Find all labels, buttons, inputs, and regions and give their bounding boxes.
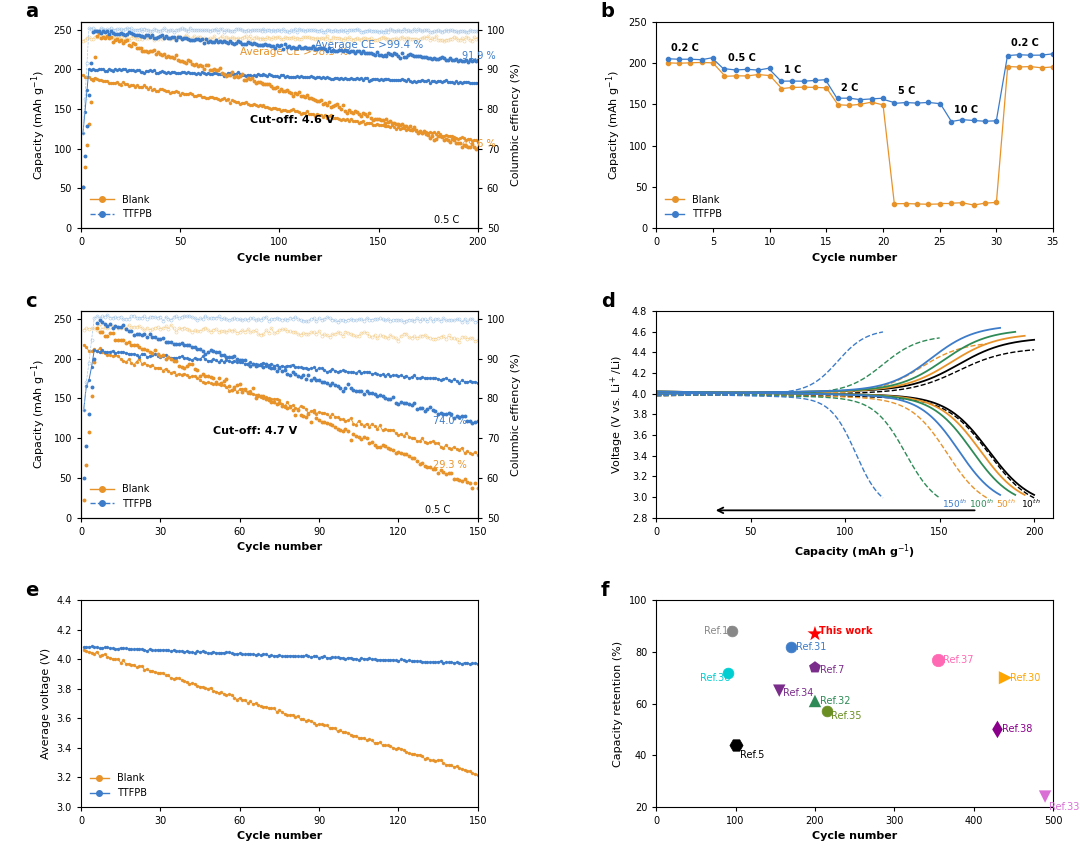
Legend: Blank, TTFPB: Blank, TTFPB [86, 191, 156, 224]
Y-axis label: Capacity (mAh g$^{-1}$): Capacity (mAh g$^{-1}$) [29, 70, 48, 180]
X-axis label: Cycle number: Cycle number [812, 831, 897, 841]
Legend: Blank, TTFPB: Blank, TTFPB [661, 191, 726, 224]
Y-axis label: Average voltage (V): Average voltage (V) [41, 648, 51, 759]
Text: Cut-off: 4.6 V: Cut-off: 4.6 V [249, 116, 334, 125]
Point [807, 694, 824, 708]
Text: 5 C: 5 C [897, 86, 915, 97]
Text: e: e [26, 581, 39, 600]
Text: d: d [600, 292, 615, 311]
Point [723, 624, 740, 638]
Y-axis label: Columbic effiency (%): Columbic effiency (%) [511, 63, 521, 186]
Text: 150$^{th}$: 150$^{th}$ [942, 497, 968, 510]
Text: Ref.38: Ref.38 [1002, 724, 1032, 734]
Y-axis label: Capacity retention (%): Capacity retention (%) [613, 640, 623, 766]
Y-axis label: Capacity (mAh g$^{-1}$): Capacity (mAh g$^{-1}$) [29, 359, 48, 469]
Text: Ref.36: Ref.36 [700, 673, 730, 683]
X-axis label: Cycle number: Cycle number [237, 542, 322, 552]
Point [719, 665, 737, 679]
Y-axis label: Columbic effiency (%): Columbic effiency (%) [511, 353, 521, 476]
Text: Ref.35: Ref.35 [831, 711, 862, 721]
Point [807, 627, 824, 640]
Text: 0.5 C: 0.5 C [424, 505, 450, 515]
X-axis label: Cycle number: Cycle number [237, 253, 322, 263]
Text: 0.5 C: 0.5 C [728, 54, 756, 63]
Text: Ref.37: Ref.37 [943, 655, 973, 665]
Text: Ref.33: Ref.33 [1049, 802, 1079, 812]
Text: This work: This work [819, 627, 873, 636]
Y-axis label: Capacity (mAh g$^{-1}$): Capacity (mAh g$^{-1}$) [605, 70, 623, 180]
Point [997, 671, 1014, 684]
Text: 29.3 %: 29.3 % [433, 460, 467, 469]
Y-axis label: Voltage (V vs. Li$^+$/Li): Voltage (V vs. Li$^+$/Li) [609, 355, 626, 474]
Point [819, 704, 836, 718]
Legend: Blank, TTFPB: Blank, TTFPB [86, 770, 151, 802]
Point [771, 683, 788, 697]
Text: Ref.13: Ref.13 [704, 627, 734, 636]
Point [1037, 790, 1054, 803]
Text: f: f [600, 581, 609, 600]
Text: 2 C: 2 C [841, 83, 859, 93]
Text: Ref.32: Ref.32 [820, 696, 850, 706]
Text: Average CE >98.3 %: Average CE >98.3 % [240, 47, 348, 57]
Text: Ref.30: Ref.30 [1010, 673, 1040, 683]
Point [989, 722, 1007, 736]
X-axis label: Capacity (mAh g$^{-1}$): Capacity (mAh g$^{-1}$) [794, 542, 915, 561]
Text: Ref.5: Ref.5 [740, 750, 764, 760]
X-axis label: Cycle number: Cycle number [237, 831, 322, 841]
Text: 0.2 C: 0.2 C [671, 42, 699, 53]
Point [929, 652, 946, 666]
Point [807, 660, 824, 674]
Text: 50$^{th}$: 50$^{th}$ [996, 497, 1015, 510]
Text: b: b [600, 3, 615, 22]
Text: Average CE >99.4 %: Average CE >99.4 % [315, 40, 423, 50]
Text: Cut-off: 4.7 V: Cut-off: 4.7 V [213, 426, 297, 436]
Legend: Blank, TTFPB: Blank, TTFPB [86, 480, 156, 513]
Text: 0.2 C: 0.2 C [1011, 38, 1039, 48]
Text: Ref.7: Ref.7 [820, 665, 845, 675]
Point [727, 738, 744, 752]
Text: a: a [26, 3, 39, 22]
Text: Ref.34: Ref.34 [783, 688, 813, 698]
Point [783, 639, 800, 653]
Text: 0.5 C: 0.5 C [434, 216, 459, 225]
X-axis label: Cycle number: Cycle number [812, 253, 897, 263]
Text: Ref.31: Ref.31 [796, 642, 826, 652]
Text: 10 C: 10 C [955, 104, 978, 115]
Text: 100$^{th}$: 100$^{th}$ [969, 497, 994, 510]
Text: c: c [26, 292, 37, 311]
Text: 1 C: 1 C [784, 65, 801, 75]
Text: 74.0 %: 74.0 % [433, 416, 467, 426]
Text: 10$^{th}$: 10$^{th}$ [1021, 497, 1040, 510]
Text: 91.9 %: 91.9 % [462, 51, 496, 61]
Text: 49.6 %: 49.6 % [462, 139, 496, 148]
